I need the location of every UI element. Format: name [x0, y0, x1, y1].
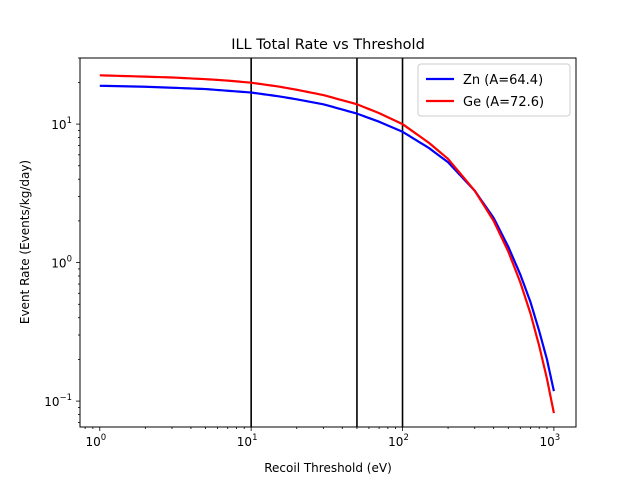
x-axis-label: Recoil Threshold (eV): [264, 461, 392, 475]
x-tick-base: 10: [85, 435, 100, 449]
y-tick-exp: 0: [67, 255, 72, 265]
x-tick-exp: 2: [403, 433, 408, 443]
x-tick-base: 10: [237, 435, 252, 449]
y-tick-base: 10: [51, 118, 66, 132]
x-tick-exp: 0: [101, 433, 106, 443]
y-tick-exp: −1: [59, 393, 72, 403]
y-tick-label: 101: [51, 116, 72, 132]
y-tick-label: 100: [51, 255, 72, 271]
y-axis-label: Event Rate (Events/kg/day): [18, 160, 32, 324]
chart-title: ILL Total Rate vs Threshold: [231, 37, 425, 53]
legend-box: [417, 63, 571, 117]
y-tick-base: 10: [44, 395, 59, 409]
legend-label-1: Ge (A=72.6): [463, 95, 544, 110]
series-group: [99, 74, 555, 414]
x-tick-label: 101: [237, 433, 258, 449]
x-tick-label: 100: [85, 433, 106, 449]
x-tick-base: 10: [540, 435, 555, 449]
series-line-0: [99, 84, 555, 392]
x-tick-label: 103: [540, 433, 561, 449]
x-tick-exp: 1: [252, 433, 257, 443]
legend: Zn (A=64.4) Ge (A=72.6): [417, 63, 571, 117]
x-tick-label: 102: [388, 433, 409, 449]
x-axis-ticks: 100 101 102 103: [84, 427, 561, 449]
x-tick-base: 10: [388, 435, 403, 449]
axes-frame: [79, 57, 577, 428]
y-tick-base: 10: [51, 257, 66, 271]
y-tick-label: 10−1: [44, 393, 72, 409]
x-tick-exp: 3: [555, 433, 560, 443]
vertical-lines: [250, 58, 404, 427]
y-tick-exp: 1: [67, 116, 72, 126]
legend-label-0: Zn (A=64.4): [463, 73, 543, 88]
series-line-1: [99, 74, 555, 414]
